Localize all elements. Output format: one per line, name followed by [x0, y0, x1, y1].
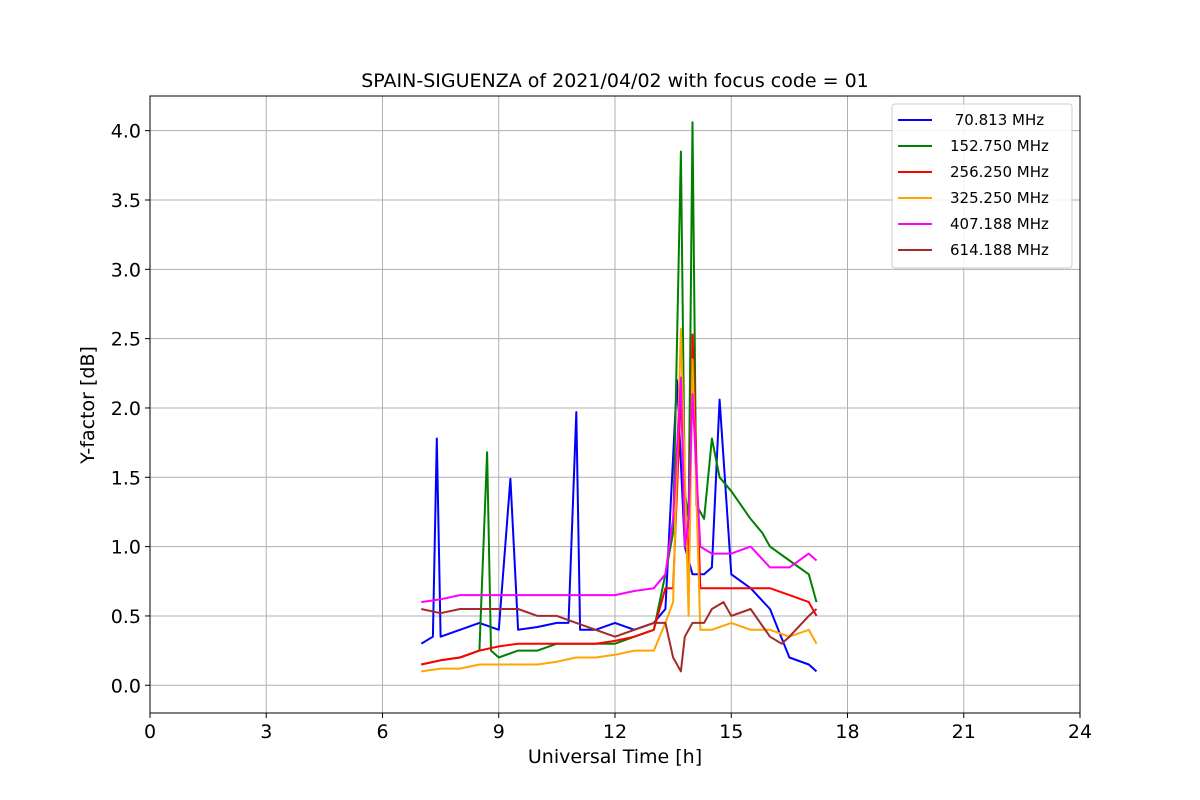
- plot-area: [420, 121, 818, 673]
- y-tick-label: 3.5: [111, 190, 141, 212]
- axis-ticks: 0 3 6 9 12 15 18 21 24 0.0 0.5 1.0 1.5 2.0 2.5 3.0 3.5 4.…: [111, 121, 1092, 743]
- legend-box: [891, 103, 1073, 269]
- series-line-1: [420, 379, 818, 673]
- legend: 70.813 MHz 152.750 MHz 256.250 MHz 325.250 …: [891, 103, 1073, 269]
- y-tick-label: 0.5: [111, 606, 141, 628]
- x-tick-label: 0: [144, 721, 156, 743]
- y-tick-label: 2.5: [111, 329, 141, 351]
- x-tick-label: 15: [719, 721, 743, 743]
- y-tick-label: 3.0: [111, 259, 141, 281]
- legend-label: 614.188 MHz: [950, 241, 1049, 259]
- legend-label: 325.250 MHz: [950, 189, 1049, 207]
- x-tick-label: 6: [376, 721, 388, 743]
- x-tick-label: 24: [1068, 721, 1092, 743]
- y-tick-label: 1.5: [111, 467, 141, 489]
- legend-label: 256.250 MHz: [950, 163, 1049, 181]
- y-axis-label: Y-factor [dB]: [77, 346, 99, 465]
- series-line-5: [421, 376, 818, 604]
- legend-label: 70.813 MHz: [950, 111, 1044, 129]
- y-tick-label: 4.0: [111, 121, 141, 143]
- legend-label: 407.188 MHz: [950, 215, 1049, 233]
- x-tick-label: 3: [260, 721, 272, 743]
- x-tick-label: 18: [835, 721, 859, 743]
- legend-label: 152.750 MHz: [950, 137, 1049, 155]
- x-axis-label: Universal Time [h]: [528, 746, 702, 768]
- series-line-4: [421, 327, 818, 673]
- x-tick-label: 9: [493, 721, 505, 743]
- series-line-3: [421, 333, 818, 666]
- series-line-6: [421, 601, 818, 673]
- x-tick-label: 12: [603, 721, 627, 743]
- y-tick-label: 2.0: [111, 398, 141, 420]
- y-tick-label: 0.0: [111, 675, 141, 697]
- x-tick-label: 21: [952, 721, 976, 743]
- y-tick-label: 1.0: [111, 537, 141, 559]
- chart-title: SPAIN-SIGUENZA of 2021/04/02 with focus …: [361, 70, 869, 92]
